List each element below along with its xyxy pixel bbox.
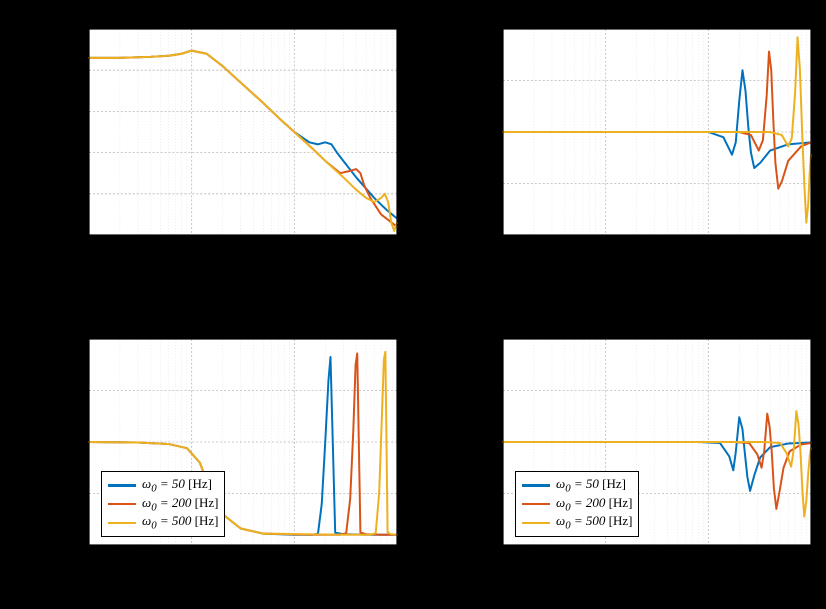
panel-br: ω0 = 50 [Hz]ω0 = 200 [Hz]ω0 = 500 [Hz] bbox=[502, 338, 812, 546]
legend-item: ω0 = 200 [Hz] bbox=[522, 495, 632, 514]
plot-area bbox=[503, 29, 811, 235]
series-line bbox=[503, 52, 811, 189]
legend-label: ω0 = 50 [Hz] bbox=[556, 476, 626, 495]
legend-label: ω0 = 200 [Hz] bbox=[142, 495, 218, 514]
ylabel: Phase [deg] bbox=[51, 409, 67, 475]
ytick-label: 200 bbox=[458, 331, 498, 346]
legend-swatch bbox=[108, 522, 136, 524]
legend: ω0 = 50 [Hz]ω0 = 200 [Hz]ω0 = 500 [Hz] bbox=[101, 471, 225, 537]
xtick-label: 101 bbox=[171, 238, 211, 255]
legend-item: ω0 = 200 [Hz] bbox=[108, 495, 218, 514]
xtick-label: 102 bbox=[275, 238, 315, 255]
xtick-label: 101 bbox=[585, 238, 625, 255]
ytick-label: 50 bbox=[458, 73, 498, 88]
xlabel: Frequency [Hz] bbox=[597, 568, 717, 584]
xtick-label: 103 bbox=[792, 548, 826, 565]
legend-item: ω0 = 500 [Hz] bbox=[522, 513, 632, 532]
legend-label: ω0 = 200 [Hz] bbox=[556, 495, 632, 514]
xtick-label: 100 bbox=[482, 548, 522, 565]
xtick-label: 102 bbox=[689, 548, 729, 565]
xlabel: Frequency [Hz] bbox=[183, 258, 303, 274]
series-line bbox=[503, 37, 811, 222]
xtick-label: 102 bbox=[689, 238, 729, 255]
ytick-label: 100 bbox=[44, 383, 84, 398]
xtick-label: 101 bbox=[171, 548, 211, 565]
ytick-label: 200 bbox=[44, 331, 84, 346]
xtick-label: 103 bbox=[378, 548, 418, 565]
ytick-label: -40 bbox=[44, 187, 84, 202]
xtick-label: 102 bbox=[275, 548, 315, 565]
xtick-label: 100 bbox=[68, 548, 108, 565]
legend: ω0 = 50 [Hz]ω0 = 200 [Hz]ω0 = 500 [Hz] bbox=[515, 471, 639, 537]
legend-swatch bbox=[522, 484, 550, 486]
xlabel: Frequency [Hz] bbox=[597, 258, 717, 274]
legend-item: ω0 = 500 [Hz] bbox=[108, 513, 218, 532]
ytick-label: 100 bbox=[458, 21, 498, 36]
ytick-label: -100 bbox=[458, 487, 498, 502]
plot-area bbox=[89, 29, 397, 235]
legend-swatch bbox=[522, 522, 550, 524]
xtick-label: 100 bbox=[68, 238, 108, 255]
panel-tl bbox=[88, 28, 398, 236]
panel-tr bbox=[502, 28, 812, 236]
legend-swatch bbox=[108, 484, 136, 486]
legend-item: ω0 = 50 [Hz] bbox=[522, 476, 632, 495]
legend-label: ω0 = 500 [Hz] bbox=[556, 513, 632, 532]
ytick-label: -50 bbox=[458, 177, 498, 192]
legend-swatch bbox=[522, 503, 550, 505]
legend-label: ω0 = 500 [Hz] bbox=[142, 513, 218, 532]
series-line bbox=[89, 51, 397, 219]
panel-bl: ω0 = 50 [Hz]ω0 = 200 [Hz]ω0 = 500 [Hz] bbox=[88, 338, 398, 546]
series-line bbox=[89, 51, 397, 231]
bode-figure: -60-40-2002040100101102103Magnitude [dB]… bbox=[0, 0, 826, 609]
xtick-label: 101 bbox=[585, 548, 625, 565]
ylabel: Magnitude [dB] bbox=[477, 87, 493, 177]
ytick-label: 40 bbox=[44, 21, 84, 36]
ytick-label: -100 bbox=[44, 487, 84, 502]
xtick-label: 100 bbox=[482, 238, 522, 255]
legend-item: ω0 = 50 [Hz] bbox=[108, 476, 218, 495]
legend-swatch bbox=[108, 503, 136, 505]
xlabel: Frequency [Hz] bbox=[183, 568, 303, 584]
ytick-label: 20 bbox=[44, 63, 84, 78]
series-line bbox=[89, 51, 397, 227]
ylabel: Phase [deg] bbox=[465, 409, 481, 475]
legend-label: ω0 = 50 [Hz] bbox=[142, 476, 212, 495]
xtick-label: 103 bbox=[792, 238, 826, 255]
ytick-label: 100 bbox=[458, 383, 498, 398]
xtick-label: 103 bbox=[378, 238, 418, 255]
ylabel: Magnitude [dB] bbox=[63, 87, 79, 177]
